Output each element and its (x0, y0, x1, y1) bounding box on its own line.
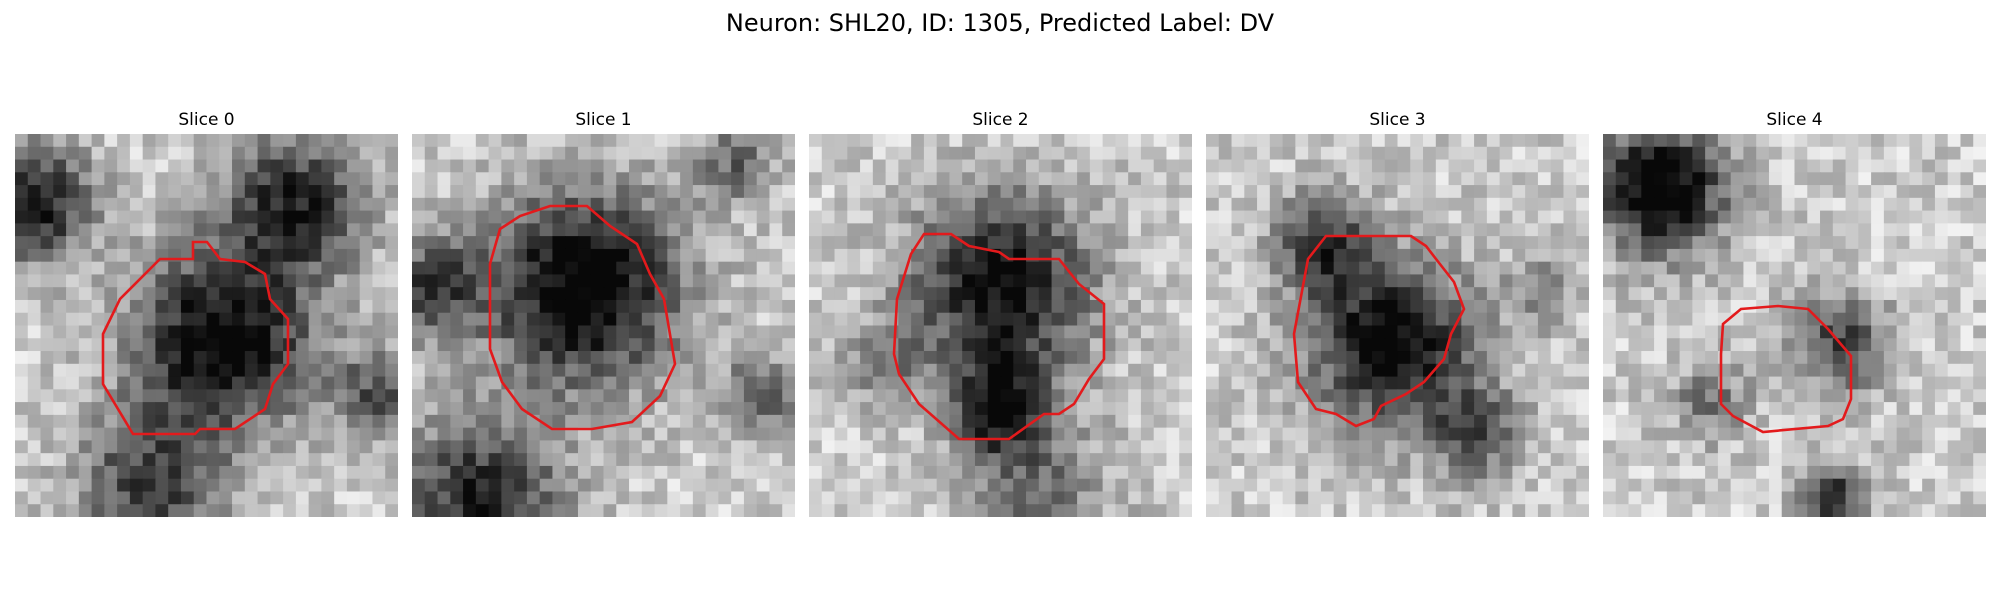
slice-image-2 (809, 134, 1192, 517)
pixel-grid (1603, 134, 1986, 517)
slice-panel-1: Slice 1 (412, 110, 795, 517)
slice-image-3 (1206, 134, 1589, 517)
pixel-grid (15, 134, 398, 517)
slice-title-1: Slice 1 (575, 110, 632, 130)
roi-contour-outline (892, 232, 1106, 441)
slice-title-2: Slice 2 (972, 110, 1029, 130)
pixel-grid (1206, 134, 1589, 517)
slice-image-0 (15, 134, 398, 517)
slice-title-0: Slice 0 (178, 110, 235, 130)
slice-panel-4: Slice 4 (1603, 110, 1986, 517)
slice-image-1 (412, 134, 795, 517)
slice-title-4: Slice 4 (1766, 110, 1823, 130)
slice-image-4 (1603, 134, 1986, 517)
figure-title: Neuron: SHL20, ID: 1305, Predicted Label… (725, 9, 1275, 37)
pixel-grid (809, 134, 1192, 517)
slice-panel-2: Slice 2 (809, 110, 1192, 517)
pixel-grid (412, 134, 795, 517)
roi-contour-outline (101, 240, 290, 436)
roi-contour-outline (488, 204, 677, 431)
roi-contour-outline (1292, 234, 1466, 428)
slice-title-3: Slice 3 (1369, 110, 1426, 130)
slice-panel-3: Slice 3 (1206, 110, 1589, 517)
roi-contour-outline (1719, 304, 1853, 434)
slice-panel-0: Slice 0 (15, 110, 398, 517)
